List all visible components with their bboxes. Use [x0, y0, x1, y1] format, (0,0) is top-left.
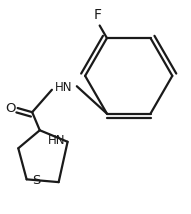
Text: O: O [5, 101, 16, 114]
Text: HN: HN [55, 81, 72, 94]
Text: F: F [94, 8, 102, 22]
Text: S: S [32, 174, 40, 187]
Text: HN: HN [47, 134, 65, 147]
